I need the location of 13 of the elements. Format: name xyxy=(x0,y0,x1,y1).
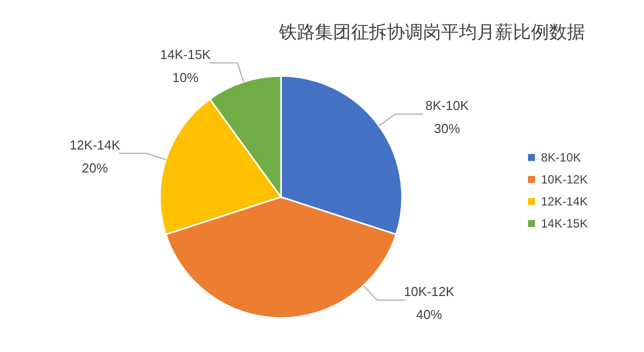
legend-label: 10K-12K xyxy=(541,172,588,186)
data-label: 20% xyxy=(82,160,108,176)
chart-title: 铁路集团征拆协调岗平均月薪比例数据 xyxy=(278,22,585,42)
legend-label: 8K-10K xyxy=(541,150,582,164)
slice-label: 12K-14K xyxy=(70,137,121,152)
data-label: 30% xyxy=(434,121,461,136)
data-label: 10% xyxy=(172,70,199,85)
legend-label: 12K-14K xyxy=(541,194,588,208)
legend-label: 14K-15K xyxy=(541,216,588,230)
data-label: 40% xyxy=(416,307,443,322)
slice-label: 10K-12K xyxy=(404,284,455,300)
slice-label: 8K-10K xyxy=(425,98,470,114)
slice-label: 14K-15K xyxy=(160,46,212,62)
